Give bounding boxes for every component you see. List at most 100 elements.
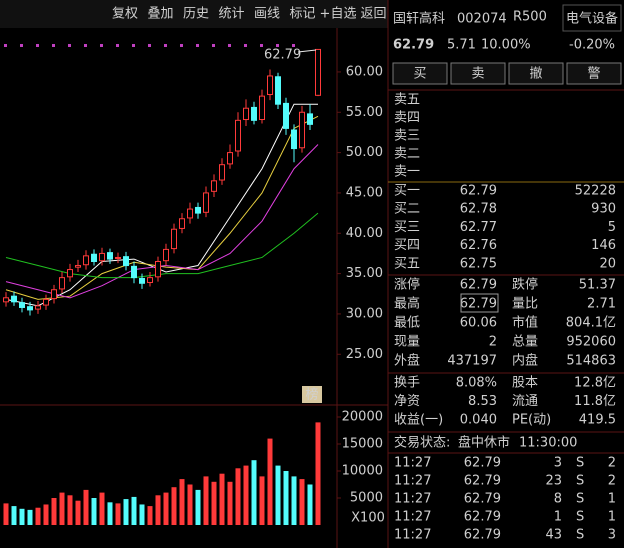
candle-body: [27, 306, 33, 311]
volume-unit: X100: [351, 511, 385, 526]
candle-body: [139, 277, 145, 284]
candle-body: [291, 129, 297, 150]
volume-tick-label: 20000: [342, 409, 383, 424]
stat-label: 跌停: [512, 277, 538, 293]
stat-label: 涨停: [394, 277, 420, 293]
volume-bar: [163, 492, 169, 525]
badge: 榜: [305, 387, 318, 403]
trade-button[interactable]: 买: [413, 67, 426, 82]
marker-row: [4, 44, 295, 47]
sector-box: [562, 4, 622, 32]
toolbar-button[interactable]: 叠加: [147, 7, 173, 22]
volume-bar: [35, 507, 41, 525]
toolbar-button[interactable]: 统计: [218, 7, 244, 22]
volume-bar: [139, 504, 145, 525]
tick-time: 11:27: [394, 474, 431, 489]
stat-value: 62.79: [460, 297, 497, 312]
trade-button-frame[interactable]: [566, 62, 622, 85]
volume-bar: [115, 503, 121, 525]
y-tick-label: 25.00: [346, 347, 383, 362]
candle-body: [283, 102, 289, 129]
stat-value: 12.8亿: [574, 376, 616, 391]
marker-dot: [148, 44, 151, 47]
candle-body: [11, 295, 17, 303]
marker-dot: [260, 44, 263, 47]
marker-dot: [164, 44, 167, 47]
bid-volume: 146: [591, 238, 616, 253]
ask-label: 卖五: [394, 93, 420, 108]
trade-button-frame[interactable]: [508, 62, 564, 85]
volume-bar: [43, 504, 49, 525]
candle-body: [299, 111, 305, 149]
trade-button-frame[interactable]: [450, 62, 506, 85]
volume-bar: [235, 468, 241, 525]
high-box: [460, 293, 499, 313]
tick-price: 62.79: [464, 510, 501, 525]
price: 62.79: [393, 38, 434, 53]
volume-bar: [171, 487, 177, 525]
volume-bar: [83, 489, 89, 525]
candle-body: [115, 256, 121, 259]
candle-body: [227, 152, 233, 165]
toolbar-button[interactable]: 历史: [183, 7, 209, 22]
moving-average: [5, 115, 319, 300]
volume-bar: [75, 500, 81, 525]
bid-price: 62.76: [460, 238, 497, 253]
toolbar-button[interactable]: 返回: [360, 7, 386, 22]
tick-time: 11:27: [394, 492, 431, 507]
stat-label: 总量: [512, 335, 538, 350]
marker-dot: [116, 44, 119, 47]
marker-dot: [292, 44, 295, 47]
candle-body: [195, 206, 201, 214]
volume-bar: [51, 497, 57, 525]
volume-tick-label: 5000: [350, 490, 383, 505]
candle-body: [163, 248, 169, 262]
candle-body: [203, 192, 209, 213]
volume-bar: [131, 496, 137, 525]
volume-bar: [259, 476, 265, 525]
y-tick-label: 35.00: [346, 266, 383, 281]
tick-count: 2: [608, 474, 616, 489]
tick-price: 62.79: [464, 492, 501, 507]
candle-body: [51, 289, 57, 300]
badge-bg: [302, 386, 322, 403]
marker-dot: [52, 44, 55, 47]
stat-value: 51.37: [579, 278, 616, 293]
candle-body: [267, 75, 273, 96]
candle-body: [155, 261, 161, 278]
trade-button[interactable]: 卖: [471, 67, 484, 82]
candle-body: [35, 305, 41, 310]
toolbar-button[interactable]: 标记: [289, 7, 315, 22]
tick-volume: 3: [554, 456, 562, 471]
trade-button-frame[interactable]: [392, 62, 448, 85]
stat-value: 514863: [566, 354, 616, 369]
bid-price: 62.79: [460, 184, 497, 199]
bid-label: 买四: [394, 238, 420, 253]
stock-code: 002074: [457, 12, 507, 27]
candle-body: [3, 297, 9, 303]
volume-bar: [155, 495, 161, 525]
tick-side: S: [576, 474, 584, 489]
trade-button[interactable]: 警: [587, 66, 600, 82]
toolbar-bg: [0, 0, 388, 28]
stat-label: 股本: [512, 376, 538, 391]
volume-tick-label: 15000: [342, 436, 383, 451]
volume-bar: [123, 499, 129, 525]
stat-label: 市值: [512, 315, 538, 331]
y-tick-label: 60.00: [346, 64, 383, 79]
marker-dot: [68, 44, 71, 47]
sector[interactable]: 电气设备: [566, 11, 618, 27]
trade-button[interactable]: 撤: [529, 66, 542, 82]
stat-value: 2.71: [587, 297, 616, 312]
toolbar-button[interactable]: +自选: [320, 7, 357, 22]
stat-label: 收益(一): [394, 413, 443, 428]
volume-bar: [275, 465, 281, 525]
toolbar-button[interactable]: 复权: [112, 6, 138, 22]
marker-dot: [180, 44, 183, 47]
volume-bar: [67, 495, 73, 525]
tick-count: 3: [608, 528, 616, 543]
toolbar-button[interactable]: 画线: [254, 7, 280, 22]
stat-value: 952060: [566, 335, 616, 350]
stat-value: 419.5: [579, 413, 616, 428]
